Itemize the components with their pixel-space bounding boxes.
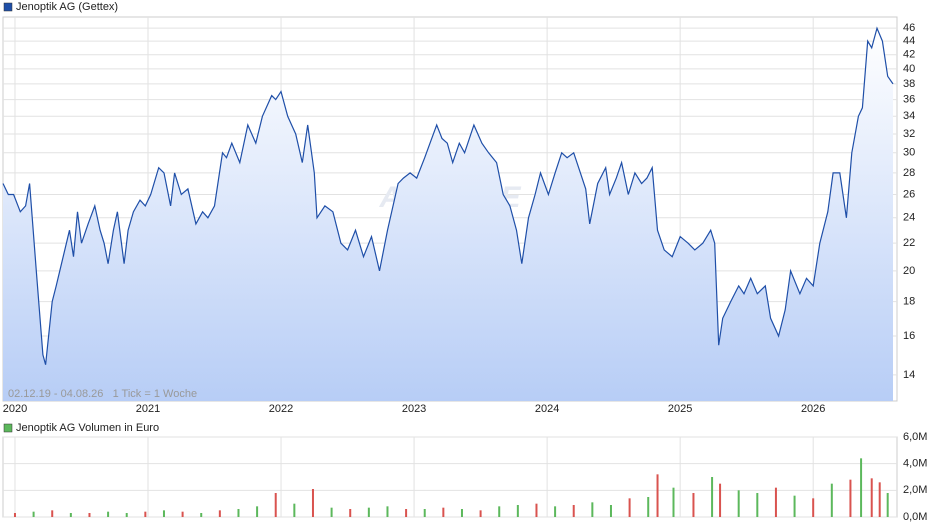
- volume-bar: [13, 513, 16, 517]
- volume-bar: [218, 510, 221, 517]
- volume-bar: [774, 487, 777, 517]
- volume-bar: [886, 493, 889, 517]
- volume-bar: [330, 507, 333, 517]
- volume-bar: [256, 506, 259, 517]
- volume-bar: [572, 505, 575, 517]
- x-tick-label: 2022: [269, 403, 293, 415]
- volume-bar: [107, 511, 110, 517]
- volume-bar: [756, 493, 759, 517]
- x-tick-label: 2024: [535, 403, 559, 415]
- range-note: 02.12.19 - 04.08.26 1 Tick = 1 Woche: [8, 388, 197, 400]
- volume-bar: [591, 502, 594, 517]
- price-line: [2, 26, 894, 365]
- x-tick-label: 2026: [801, 403, 825, 415]
- volume-bar: [200, 513, 203, 517]
- area-fill: [3, 28, 893, 401]
- y-tick-label: 30: [903, 147, 915, 159]
- volume-bar: [162, 510, 165, 517]
- y-tick-label: 14: [903, 369, 915, 381]
- volume-bar: [144, 511, 147, 517]
- y-tick-label: 0,0M: [903, 511, 927, 523]
- volume-bar: [479, 510, 482, 517]
- legend-label: Jenoptik AG Volumen in Euro: [16, 422, 159, 434]
- volume-bar: [628, 498, 631, 517]
- y-tick-label: 32: [903, 128, 915, 140]
- volume-bar: [878, 482, 881, 517]
- y-tick-label: 46: [903, 22, 915, 34]
- y-tick-label: 18: [903, 296, 915, 308]
- volume-bar: [32, 511, 35, 517]
- volume-bar: [860, 458, 863, 517]
- volume-bar: [656, 474, 659, 517]
- y-tick-label: 28: [903, 167, 915, 179]
- plot-area: [2, 436, 898, 518]
- y-tick-label: 24: [903, 212, 915, 224]
- volume-bar: [516, 505, 519, 517]
- volume-bar: [311, 489, 314, 517]
- volume-bar: [51, 510, 54, 517]
- volume-bar: [812, 498, 815, 517]
- volume-bar: [793, 495, 796, 517]
- y-tick-label: 36: [903, 94, 915, 106]
- legend-swatch: [3, 423, 13, 433]
- volume-bar: [711, 477, 714, 517]
- volume-bar: [69, 513, 72, 517]
- y-tick-label: 38: [903, 78, 915, 90]
- volume-bar: [870, 478, 873, 517]
- volume-bar: [88, 513, 91, 517]
- volume-bar: [830, 483, 833, 517]
- volume-bar: [460, 509, 463, 517]
- volume-bar: [609, 505, 612, 517]
- legend-label: Jenoptik AG (Gettex): [16, 1, 118, 13]
- volume-bar: [274, 493, 277, 517]
- volume-bar: [498, 506, 501, 517]
- volume-bar: [535, 503, 538, 517]
- y-tick-label: 16: [903, 330, 915, 342]
- y-tick-label: 2,0M: [903, 484, 927, 496]
- y-tick-label: 40: [903, 63, 915, 75]
- x-tick-label: 2023: [402, 403, 426, 415]
- y-tick-label: 22: [903, 237, 915, 249]
- volume-bar: [367, 507, 370, 517]
- volume-bar: [125, 513, 128, 517]
- x-tick-label: 2020: [3, 403, 27, 415]
- volume-bar: [849, 479, 852, 517]
- legend-swatch: [3, 2, 13, 12]
- y-tick-label: 34: [903, 110, 915, 122]
- volume-bar: [405, 509, 408, 517]
- volume-bar: [386, 506, 389, 517]
- volume-bar: [647, 497, 650, 517]
- volume-bar: [423, 509, 426, 517]
- volume-bar: [692, 493, 695, 517]
- volume-bar: [181, 511, 184, 517]
- x-tick-label: 2025: [668, 403, 692, 415]
- y-tick-label: 44: [903, 35, 915, 47]
- volume-bar: [293, 503, 296, 517]
- volume-bar: [442, 507, 445, 517]
- y-tick-label: 26: [903, 188, 915, 200]
- volume-bar: [672, 487, 675, 517]
- y-tick-label: 4,0M: [903, 458, 927, 470]
- x-tick-label: 2021: [136, 403, 160, 415]
- volume-bar: [349, 509, 352, 517]
- volume-bar: [737, 490, 740, 517]
- volume-bar: [719, 483, 722, 517]
- volume-bar: [554, 506, 557, 517]
- y-tick-label: 6,0M: [903, 431, 927, 443]
- y-tick-label: 42: [903, 49, 915, 61]
- y-tick-label: 20: [903, 265, 915, 277]
- volume-bar: [237, 509, 240, 517]
